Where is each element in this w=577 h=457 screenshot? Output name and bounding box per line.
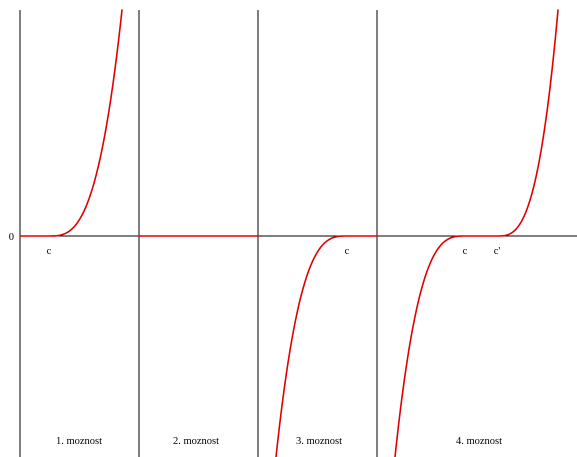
panel-1-curve (19, 9, 123, 237)
panel-4-caption: 4. moznost (456, 436, 502, 447)
panel-4-c-label: c (463, 246, 468, 257)
panel-3-curve (275, 235, 378, 457)
panel-3-c-label: c (345, 246, 350, 257)
panel-1-c-label: c (47, 246, 52, 257)
zero-label: 0 (9, 232, 14, 243)
panel-3-caption: 3. moznost (296, 436, 342, 447)
panel-4-c-prime-label: c' (494, 246, 501, 257)
panel-2-caption: 2. moznost (173, 436, 219, 447)
panel-4-curve (394, 9, 559, 457)
panel-1-caption: 1. moznost (56, 436, 102, 447)
